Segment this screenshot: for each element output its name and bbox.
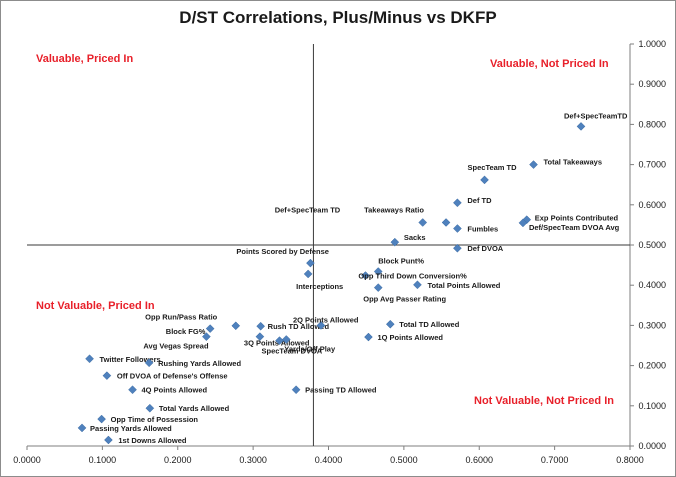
- y-tick-label: 0.3000: [638, 320, 666, 330]
- point-label: Avg Vegas Spread: [143, 342, 209, 351]
- y-tick-label: 0.6000: [638, 200, 666, 210]
- y-tick-label: 1.0000: [638, 39, 666, 49]
- data-point: [453, 243, 462, 253]
- data-point: [303, 269, 313, 279]
- point-label: Opp Third Down Conversion%: [358, 272, 467, 281]
- data-point: [480, 175, 489, 185]
- point-label: 4Q Points Allowed: [142, 386, 208, 395]
- point-label: Def DVOA: [467, 244, 503, 253]
- point-label: Block FG%: [166, 327, 206, 336]
- y-tick-label: 0.9000: [638, 79, 666, 89]
- point-label: Def TD: [467, 196, 492, 205]
- point-label: SpecTeam TD: [468, 163, 518, 172]
- chart-title: D/ST Correlations, Plus/Minus vs DKFP: [179, 8, 497, 27]
- x-tick-label: 0.6000: [465, 455, 493, 465]
- data-point: [145, 403, 155, 413]
- point-label: Off DVOA of Defense's Offense: [117, 372, 228, 381]
- y-tick-label: 0.1000: [638, 401, 666, 411]
- x-tick-label: 0.5000: [390, 455, 418, 465]
- x-tick-label: 0.3000: [239, 455, 267, 465]
- data-point: [144, 358, 154, 368]
- data-point: [529, 160, 538, 169]
- point-label: 1Q Points Allowed: [377, 333, 443, 342]
- data-point: [522, 215, 532, 225]
- point-label: Opp Time of Possession: [111, 415, 199, 424]
- quadrant-label-top-left: Valuable, Priced In: [36, 53, 134, 65]
- data-point: [291, 385, 301, 395]
- data-point: [85, 354, 94, 364]
- y-tick-label: 0.0000: [638, 441, 666, 451]
- data-point: [453, 198, 462, 208]
- point-label: Takeaways Ratio: [364, 205, 424, 214]
- quadrant-label-bottom-right: Not Valuable, Not Priced In: [474, 395, 614, 407]
- data-point: [390, 237, 400, 247]
- x-tick-label: 0.8000: [616, 455, 644, 465]
- point-label: Exp Points Contributed: [535, 214, 619, 223]
- x-tick-label: 0.4000: [315, 455, 343, 465]
- y-tick-label: 0.8000: [638, 119, 666, 129]
- data-point: [453, 224, 462, 233]
- point-label: Total Points Allowed: [427, 281, 500, 290]
- point-label: Block Punt%: [378, 257, 424, 266]
- point-label: Points Scored by Defense: [236, 247, 329, 256]
- data-point: [202, 332, 211, 342]
- data-point: [281, 335, 291, 344]
- data-point: [205, 324, 215, 333]
- data-point: [385, 319, 395, 329]
- x-tick-label: 0.1000: [89, 455, 117, 465]
- data-point: [518, 218, 528, 228]
- point-label: Def+SpecTeam TD: [275, 205, 341, 214]
- y-tick-label: 0.4000: [638, 280, 666, 290]
- data-point: [373, 267, 383, 276]
- data-point: [418, 218, 428, 227]
- point-label: SpecTeam DVOA: [262, 347, 323, 356]
- point-label: 1st Downs Allowed: [118, 436, 186, 445]
- data-point: [256, 321, 266, 331]
- data-point: [77, 423, 87, 433]
- data-point: [231, 321, 241, 331]
- quadrant-label-top-right: Valuable, Not Priced In: [490, 58, 609, 70]
- data-point: [361, 271, 370, 280]
- data-point: [104, 435, 113, 445]
- point-label: Sacks: [404, 233, 426, 242]
- point-label: Fumbles: [467, 225, 498, 234]
- point-label: Yards/Off Play: [284, 344, 336, 353]
- point-label: Passing TD Allowed: [305, 386, 377, 395]
- data-point: [128, 385, 137, 395]
- data-point: [413, 280, 422, 290]
- data-point: [306, 258, 315, 268]
- y-tick-label: 0.2000: [638, 361, 666, 371]
- point-label: Def+SpecTeamTD: [564, 111, 628, 120]
- point-label: Rush TD Allowed: [268, 322, 330, 331]
- point-label: Rushing Yards Allowed: [158, 359, 241, 368]
- point-label: 3Q Points Allowed: [244, 339, 310, 348]
- y-tick-label: 0.5000: [638, 240, 666, 250]
- point-label: Opp Run/Pass Ratio: [145, 313, 218, 322]
- point-label: 2Q Points Allowed: [293, 315, 359, 324]
- quadrant-label-bottom-left: Not Valuable, Priced In: [36, 300, 155, 312]
- data-point: [576, 122, 586, 131]
- point-label: Total Takeaways: [544, 158, 603, 167]
- point-label: Twitter Followers: [100, 355, 161, 364]
- data-point: [255, 332, 265, 342]
- point-label: Total Yards Allowed: [159, 404, 230, 413]
- data-point: [102, 371, 112, 381]
- data-point: [316, 321, 326, 330]
- x-tick-label: 0.0000: [13, 455, 41, 465]
- data-point: [97, 414, 106, 424]
- x-tick-label: 0.7000: [541, 455, 569, 465]
- point-label: Passing Yards Allowed: [90, 424, 172, 433]
- data-point: [441, 218, 451, 227]
- x-tick-label: 0.2000: [164, 455, 192, 465]
- point-label: Def/SpecTeam DVOA Avg: [529, 223, 620, 232]
- point-label: Opp Avg Passer Rating: [363, 295, 446, 304]
- y-tick-label: 0.7000: [638, 160, 666, 170]
- data-point: [373, 283, 383, 292]
- point-label: Total TD Allowed: [399, 320, 459, 329]
- data-point: [364, 332, 373, 342]
- point-label: Interceptions: [296, 282, 343, 291]
